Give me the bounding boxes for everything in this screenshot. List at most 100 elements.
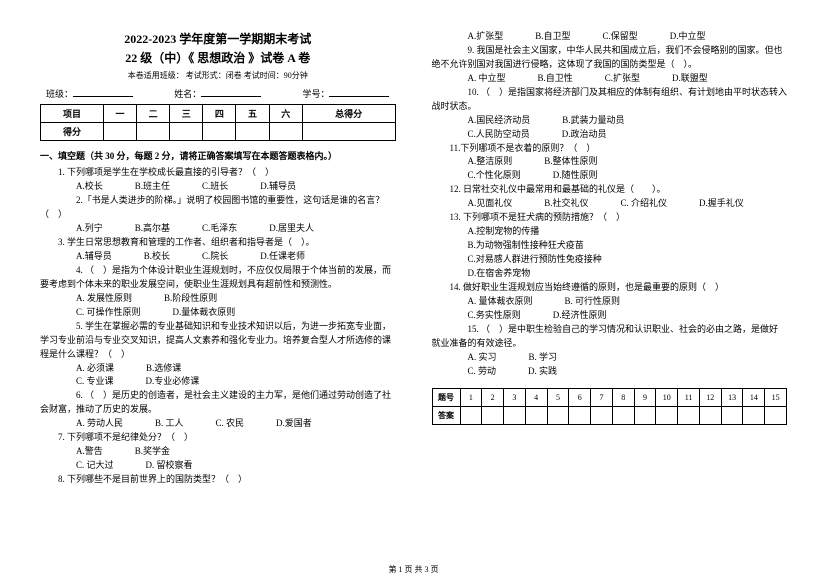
option: B. 学习 [511,351,558,365]
class-blank [73,87,133,97]
option: A. 发展性原则 [58,292,132,306]
option: A.校长 [58,180,103,194]
id-label: 学号： [302,87,329,100]
question-stem: 15. （ ）是中职生检验自己的学习情况和认识职业、社会的必由之路，是做好 就业… [432,323,788,351]
question-stem: 1. 下列哪项是学生在学校成长最直接的引导者？（ ） [40,166,396,180]
option: C. 可操作性原则 [58,306,141,320]
question-options: A. 必须课B.选修课 [40,362,396,376]
question-options: A. 发展性原则 B.阶段性原则 [40,292,396,306]
option: D.联盟型 [654,72,708,86]
option: C.务实性原则 [450,309,521,323]
question-stem: 2.「书是人类进步的阶梯。」说明了校园图书馆的重要性，这句话是谁的名言？（ ） [40,194,396,222]
option: A.国民经济动员 [450,114,531,128]
option: B.整体性原则 [526,155,597,169]
option: D.居里夫人 [251,222,314,236]
score-cell [103,123,136,141]
id-blank [329,87,389,97]
option: B.社交礼仪 [526,197,588,211]
question-stem: 7. 下列哪项不是纪律处分？（ ） [40,431,396,445]
question-stem: 5. 学生在掌握必需的专业基础知识和专业技术知识以后，为进一步拓宽专业面，学习专… [40,320,396,362]
class-label: 班级： [46,87,73,100]
student-info-row: 班级： 姓名： 学号： [46,87,390,100]
question-options: A.国民经济动员 B.武装力量动员 [432,114,788,128]
question-stem: 4. （ ）是指为个体设计职业生涯规划时，不应仅仅局限于个体当前的发展，而要考虑… [40,264,396,292]
question-options: A.列宁B.高尔基C.毛泽东D.居里夫人 [40,222,396,236]
answer-cell [460,407,482,425]
answer-num: 11 [678,389,700,407]
option: C.个性化原则 [450,169,521,183]
option: B.武装力量动员 [544,114,624,128]
answer-num: 10 [656,389,678,407]
question-options: A. 实习 B. 学习 [432,351,788,365]
option: A.列宁 [58,222,103,236]
option: D.专业必修课 [128,375,200,389]
answer-cell [634,407,656,425]
question-stem: 8. 下列哪些不是目前世界上的国防类型？（ ） [40,473,396,487]
option: B.奖学金 [117,445,170,459]
score-row2-head: 得分 [41,123,104,141]
answer-num: 15 [765,389,787,407]
score-col: 总得分 [302,105,395,123]
question-options: C. 专业课D.专业必修课 [40,375,396,389]
option: D. 实践 [510,365,557,379]
name-blank [201,87,261,97]
answer-num: 2 [482,389,504,407]
option: B.阶段性原则 [146,292,217,306]
option: C.毛泽东 [184,222,237,236]
option: B. 工人 [137,417,184,431]
option: B.自卫性 [520,72,573,86]
question-options: C.个性化原则D.随性原则 [432,169,788,183]
answer-cell [612,407,634,425]
option: B.自卫型 [517,30,570,44]
question-options: C.人民防空动员 D.政治动员 [432,128,788,142]
answer-cell [765,407,787,425]
answer-cell [699,407,721,425]
answer-cell [482,407,504,425]
answer-num: 12 [699,389,721,407]
answer-cell [504,407,526,425]
option: A.扩张型 [450,30,504,44]
option: D.经济性原则 [535,309,607,323]
answer-cell [678,407,700,425]
score-col: 二 [137,105,170,123]
score-row-head: 项目 [41,105,104,123]
question-stem: 13. 下列哪项不是狂犬病的预防措施？（ ） [432,211,788,225]
question-stem: 10. （ ）是指国家将经济部门及其相应的体制有组织、有计划地由平时状态转入战时… [432,86,788,114]
question-stem: 11.下列哪项不是衣着的原则？（ ） [432,142,788,156]
question-options: A.整洁原则 B.整体性原则 [432,155,788,169]
left-questions: 1. 下列哪项是学生在学校成长最直接的引导者？（ ）A.校长B.班主任C.班长D… [40,166,396,487]
answer-num: 4 [525,389,547,407]
answer-cell [547,407,569,425]
option: D.握手礼仪 [681,197,744,211]
answer-cell [656,407,678,425]
question-options: A. 中立型 B.自卫性 C.扩张型 D.联盟型 [432,72,788,86]
option: D.中立型 [652,30,706,44]
question-options: A.扩张型B.自卫型C.保留型D.中立型 [432,30,788,44]
question-options: A.警告 B.奖学金 [40,445,396,459]
answer-cell [721,407,743,425]
question-options: A.辅导员B.校长C.院长D.任课老师 [40,250,396,264]
option: C.扩张型 [587,72,640,86]
answer-head: 题号 [432,389,460,407]
option: A.控制宠物的传播 [450,225,540,239]
option: A. 实习 [450,351,497,365]
option: A. 中立型 [450,72,506,86]
option: A.警告 [58,445,103,459]
option: B.为动物强制性接种狂犬疫苗 [450,239,584,253]
page-footer: 第 1 页 共 3 页 [0,564,827,575]
question-options: A. 劳动人民B. 工人C. 农民D.爱国者 [40,417,396,431]
option: A.整洁原则 [450,155,513,169]
meta-line: 本卷适用班级： 考试形式：闭卷 考试时间：90分钟 [40,70,396,81]
option: C.人民防空动员 [450,128,530,142]
option: B.班主任 [117,180,170,194]
question-options: C. 记大过D. 留校察看 [40,459,396,473]
answer-cell [525,407,547,425]
question-options: B.为动物强制性接种狂犬疫苗 [432,239,788,253]
question-options: D.在宿舍养宠物 [432,267,788,281]
answer-num: 7 [591,389,613,407]
answer-cell [591,407,613,425]
question-stem: 9. 我国是社会主义国家，中华人民共和国成立后，我们不会侵略别的国家。但也绝不允… [432,44,788,72]
option: A. 劳动人民 [58,417,123,431]
option: D.政治动员 [544,128,607,142]
answer-num: 1 [460,389,482,407]
